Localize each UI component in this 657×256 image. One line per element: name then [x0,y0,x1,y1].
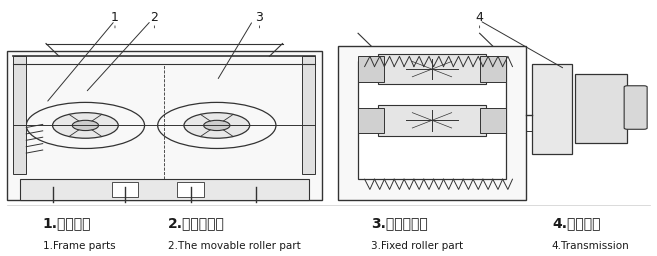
Circle shape [204,120,230,131]
Circle shape [72,120,99,131]
Bar [358,108,384,133]
Bar [302,56,315,174]
Circle shape [184,113,250,138]
Bar [358,56,384,82]
Text: 2.活动辊部件: 2.活动辊部件 [168,216,225,230]
Text: 2.The movable roller part: 2.The movable roller part [168,241,300,251]
Text: 2: 2 [150,12,158,24]
Bar [532,64,572,154]
Text: 4.Transmission: 4.Transmission [552,241,629,251]
FancyBboxPatch shape [624,86,647,129]
Bar [358,61,506,179]
Text: 3: 3 [256,12,263,24]
Bar [7,51,322,200]
Circle shape [53,113,118,138]
Bar [378,54,486,84]
Text: 1.Frame parts: 1.Frame parts [43,241,116,251]
Bar [480,108,506,133]
Bar [177,182,204,197]
Text: 3.Fixed roller part: 3.Fixed roller part [371,241,463,251]
Bar [575,74,627,143]
Bar [20,179,309,200]
Text: 4: 4 [476,12,484,24]
Bar [480,56,506,82]
Bar [338,46,526,200]
Bar [112,182,138,197]
Text: 4.传动装置: 4.传动装置 [552,216,600,230]
Text: 1.机架部件: 1.机架部件 [43,216,91,230]
Bar [13,56,26,174]
Text: 1: 1 [111,12,119,24]
Bar [378,105,486,136]
Text: 3.固定辊部件: 3.固定辊部件 [371,216,428,230]
